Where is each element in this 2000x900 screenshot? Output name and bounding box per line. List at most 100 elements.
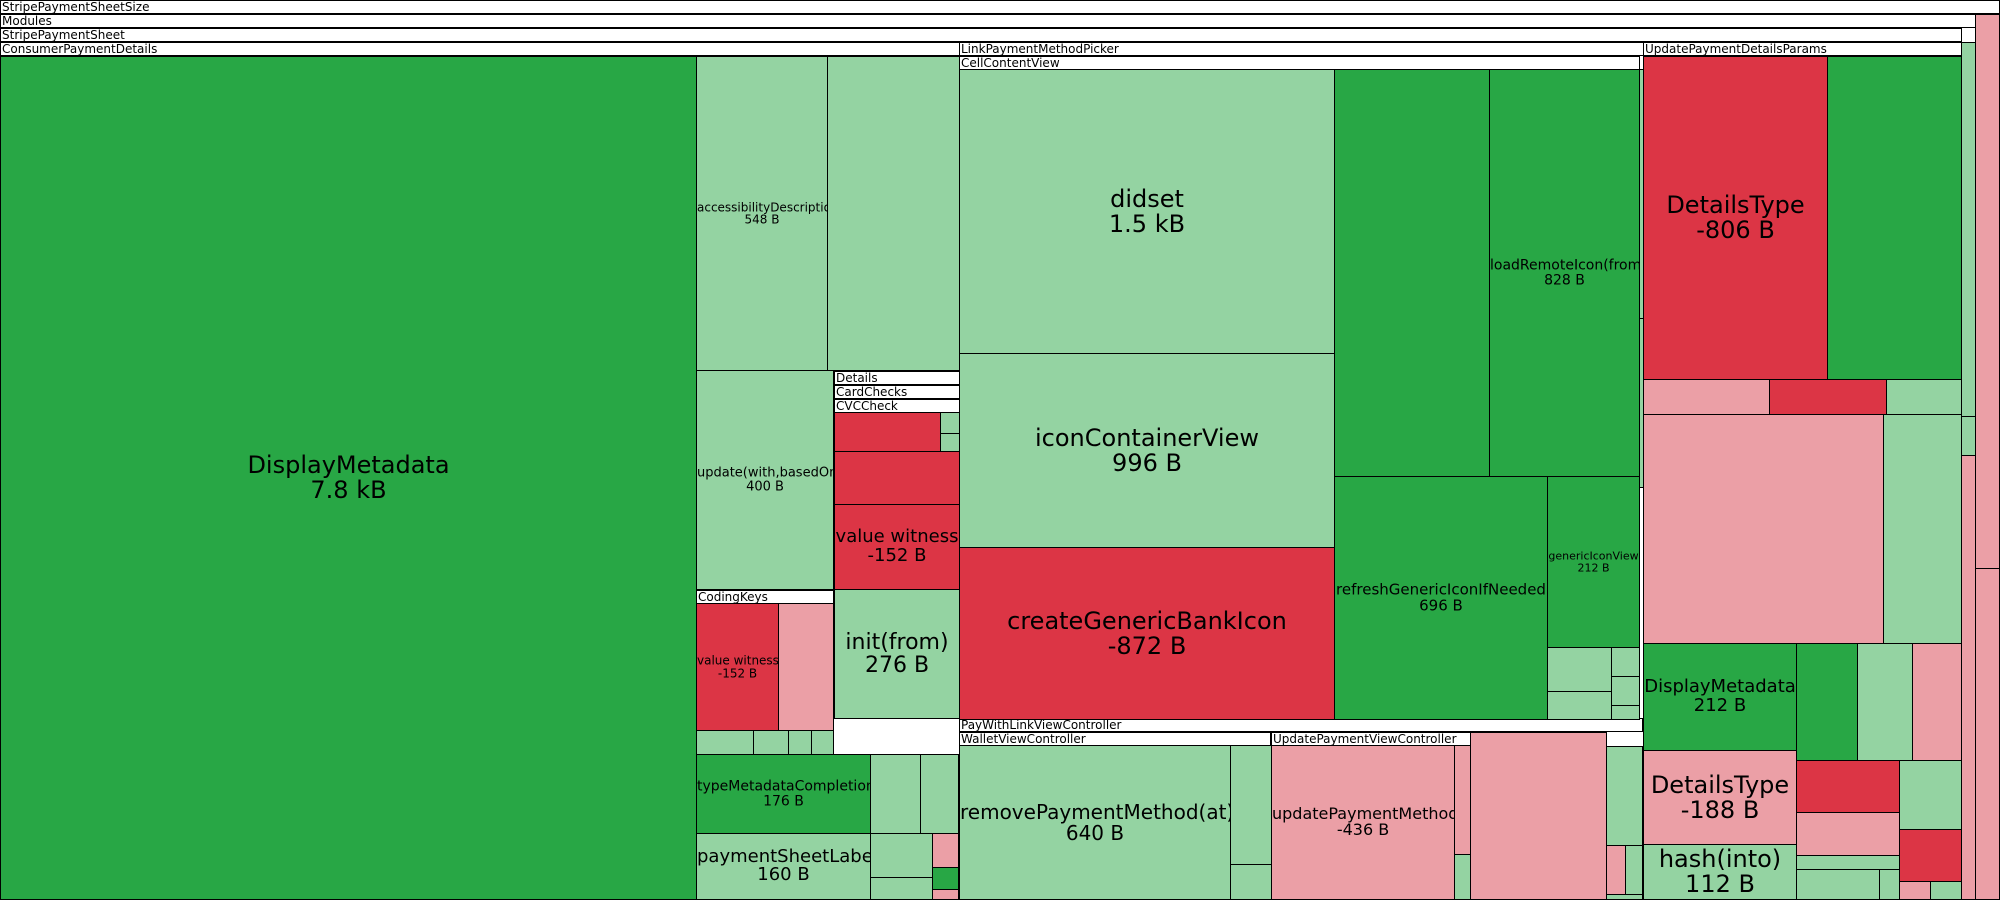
treemap-cell-small[interactable] (1639, 318, 1644, 488)
treemap-cell-small[interactable] (811, 730, 834, 755)
cell-label: genericIconView 212 B (1548, 550, 1639, 573)
treemap-cell-paymentsheetlabel[interactable]: paymentSheetLabel 160 B (696, 833, 871, 900)
cell-size: 212 B (1577, 561, 1610, 574)
treemap-cell-small[interactable] (1796, 812, 1900, 856)
treemap-cell-small[interactable] (1230, 864, 1272, 900)
cell-size: -188 B (1680, 795, 1760, 824)
treemap-cell-small[interactable] (1454, 854, 1471, 900)
treemap-cell-small[interactable] (788, 730, 812, 755)
treemap-cell-small[interactable] (1899, 760, 1962, 830)
treemap-cell-small[interactable] (1857, 643, 1913, 761)
cell-name: hash(into) (1658, 844, 1782, 873)
cell-name: createGenericBankIcon (1007, 606, 1287, 635)
treemap-cell-small[interactable] (1454, 745, 1471, 855)
cell-name: update(with,basedOn) (697, 465, 834, 481)
treemap-cell-small[interactable] (940, 412, 960, 434)
cell-label: didset 1.5 kB (960, 184, 1334, 238)
cell-size: 7.8 kB (310, 476, 387, 504)
treemap-cell-detailstype[interactable]: DetailsType -806 B (1643, 56, 1828, 380)
cell-size: -872 B (1107, 631, 1187, 660)
treemap-cell-small[interactable] (1961, 455, 1976, 900)
treemap-cell-small[interactable] (1796, 643, 1858, 761)
treemap-cell-detailstype[interactable]: DetailsType -188 B (1643, 750, 1797, 845)
cell-size: -152 B (717, 666, 758, 680)
treemap-cell-small[interactable] (1827, 56, 1962, 380)
treemap-cell-small[interactable] (1334, 69, 1490, 477)
treemap-cell-small[interactable] (870, 754, 921, 834)
treemap-cell-small[interactable] (1796, 855, 1900, 870)
cell-size: 828 B (1544, 272, 1585, 288)
treemap-cell-removepaymentmethod-at[interactable]: removePaymentMethod(at) 640 B (959, 745, 1231, 900)
treemap-cell-small[interactable] (1961, 416, 1976, 456)
treemap-cell-small[interactable] (1606, 845, 1626, 895)
treemap-cell-hash-into[interactable]: hash(into) 112 B (1643, 844, 1797, 900)
treemap-cell-small[interactable] (940, 433, 960, 452)
treemap-cell-init-from[interactable]: init(from) 276 B (834, 589, 960, 719)
treemap-cell-small[interactable] (1547, 691, 1612, 720)
treemap-cell-small[interactable] (932, 889, 959, 900)
treemap-cell-value-witness[interactable]: value witness -152 B (834, 504, 960, 590)
treemap-cell-small[interactable] (920, 754, 959, 834)
treemap-cell-loadremoteicon-from[interactable]: loadRemoteIcon(from) 828 B (1489, 69, 1640, 477)
treemap-cell-small[interactable] (1639, 69, 1644, 319)
treemap-cell-genericiconview[interactable]: genericIconView 212 B (1547, 476, 1640, 648)
treemap-cell-small[interactable] (753, 730, 789, 755)
cell-name: didset (1110, 184, 1184, 213)
treemap-cell-small[interactable] (1611, 705, 1640, 720)
treemap-cell-small[interactable] (1961, 42, 1976, 417)
cell-label: createGenericBankIcon -872 B (960, 606, 1334, 660)
group-header-walletviewcontroller: WalletViewController (959, 732, 1271, 746)
treemap-cell-small[interactable] (696, 730, 754, 755)
treemap-cell-displaymetadata[interactable]: DisplayMetadata 7.8 kB (0, 56, 697, 900)
group-header-paywithlinkviewcontroller: PayWithLinkViewController (959, 718, 1643, 732)
treemap-cell-small[interactable] (1547, 647, 1612, 692)
treemap-cell-updatepaymentmethod[interactable]: updatePaymentMethod -436 B (1271, 745, 1455, 900)
treemap-cell-small[interactable] (1611, 647, 1640, 677)
treemap-cell-small[interactable] (834, 451, 960, 505)
cell-name: DetailsType (1650, 770, 1790, 799)
treemap-cell-small[interactable] (1606, 746, 1643, 846)
treemap-cell-typemetadatacompletion[interactable]: typeMetadataCompletion 176 B (696, 754, 871, 834)
treemap-cell-small[interactable] (1899, 829, 1962, 882)
treemap-cell-small[interactable] (1643, 414, 1884, 644)
treemap-cell-small[interactable] (1975, 14, 2000, 569)
cell-name: iconContainerView (1035, 423, 1259, 452)
treemap-cell-small[interactable] (827, 56, 960, 371)
treemap-cell-small[interactable] (870, 877, 933, 900)
treemap-cell-update-with-basedon[interactable]: update(with,basedOn) 400 B (696, 370, 834, 590)
treemap-cell-small[interactable] (932, 833, 959, 868)
cell-label: typeMetadataCompletion 176 B (697, 779, 870, 808)
treemap-cell-small[interactable] (1912, 643, 1962, 761)
treemap-cell-small[interactable] (932, 867, 959, 890)
treemap-cell-small[interactable] (1643, 379, 1770, 415)
treemap-cell-didset[interactable]: didset 1.5 kB (959, 69, 1335, 354)
treemap-cell-small[interactable] (1930, 881, 1962, 900)
treemap-cell-small[interactable] (778, 603, 834, 731)
cell-name: genericIconView (1548, 549, 1639, 563)
treemap-cell-small[interactable] (1230, 745, 1272, 865)
treemap-cell-displaymetadata[interactable]: DisplayMetadata 212 B (1643, 643, 1797, 751)
treemap-cell-small[interactable] (870, 833, 933, 878)
cell-size: 276 B (864, 653, 930, 678)
treemap-cell-small[interactable] (1769, 379, 1887, 415)
treemap-cell-small[interactable] (1606, 894, 1643, 900)
treemap-cell-small[interactable] (1879, 869, 1900, 900)
treemap-cell-small[interactable] (1611, 676, 1640, 706)
treemap-cell-creategenericbankicon[interactable]: createGenericBankIcon -872 B (959, 547, 1335, 720)
treemap-cell-small[interactable] (1899, 881, 1931, 900)
treemap-cell-iconcontainerview[interactable]: iconContainerView 996 B (959, 353, 1335, 548)
treemap-cell-accessibilitydescription[interactable]: accessibilityDescription 548 B (696, 56, 828, 371)
treemap-cell-small[interactable] (1883, 414, 1962, 644)
cell-size: -806 B (1696, 216, 1775, 244)
treemap-cell-value-witness[interactable]: value witness -152 B (696, 603, 779, 731)
cell-name: accessibilityDescription (697, 199, 828, 214)
treemap-cell-small[interactable] (1886, 379, 1962, 415)
treemap-cell-small[interactable] (1796, 760, 1900, 813)
treemap-cell-small[interactable] (1470, 732, 1607, 900)
treemap-cell-refreshgenericiconifneeded[interactable]: refreshGenericIconIfNeeded 696 B (1334, 476, 1548, 720)
treemap-cell-small[interactable] (1796, 869, 1880, 900)
treemap-cell-small[interactable] (834, 412, 941, 452)
cell-size: 1.5 kB (1108, 209, 1186, 238)
treemap-cell-small[interactable] (1975, 568, 2000, 900)
treemap-cell-small[interactable] (1625, 845, 1643, 895)
